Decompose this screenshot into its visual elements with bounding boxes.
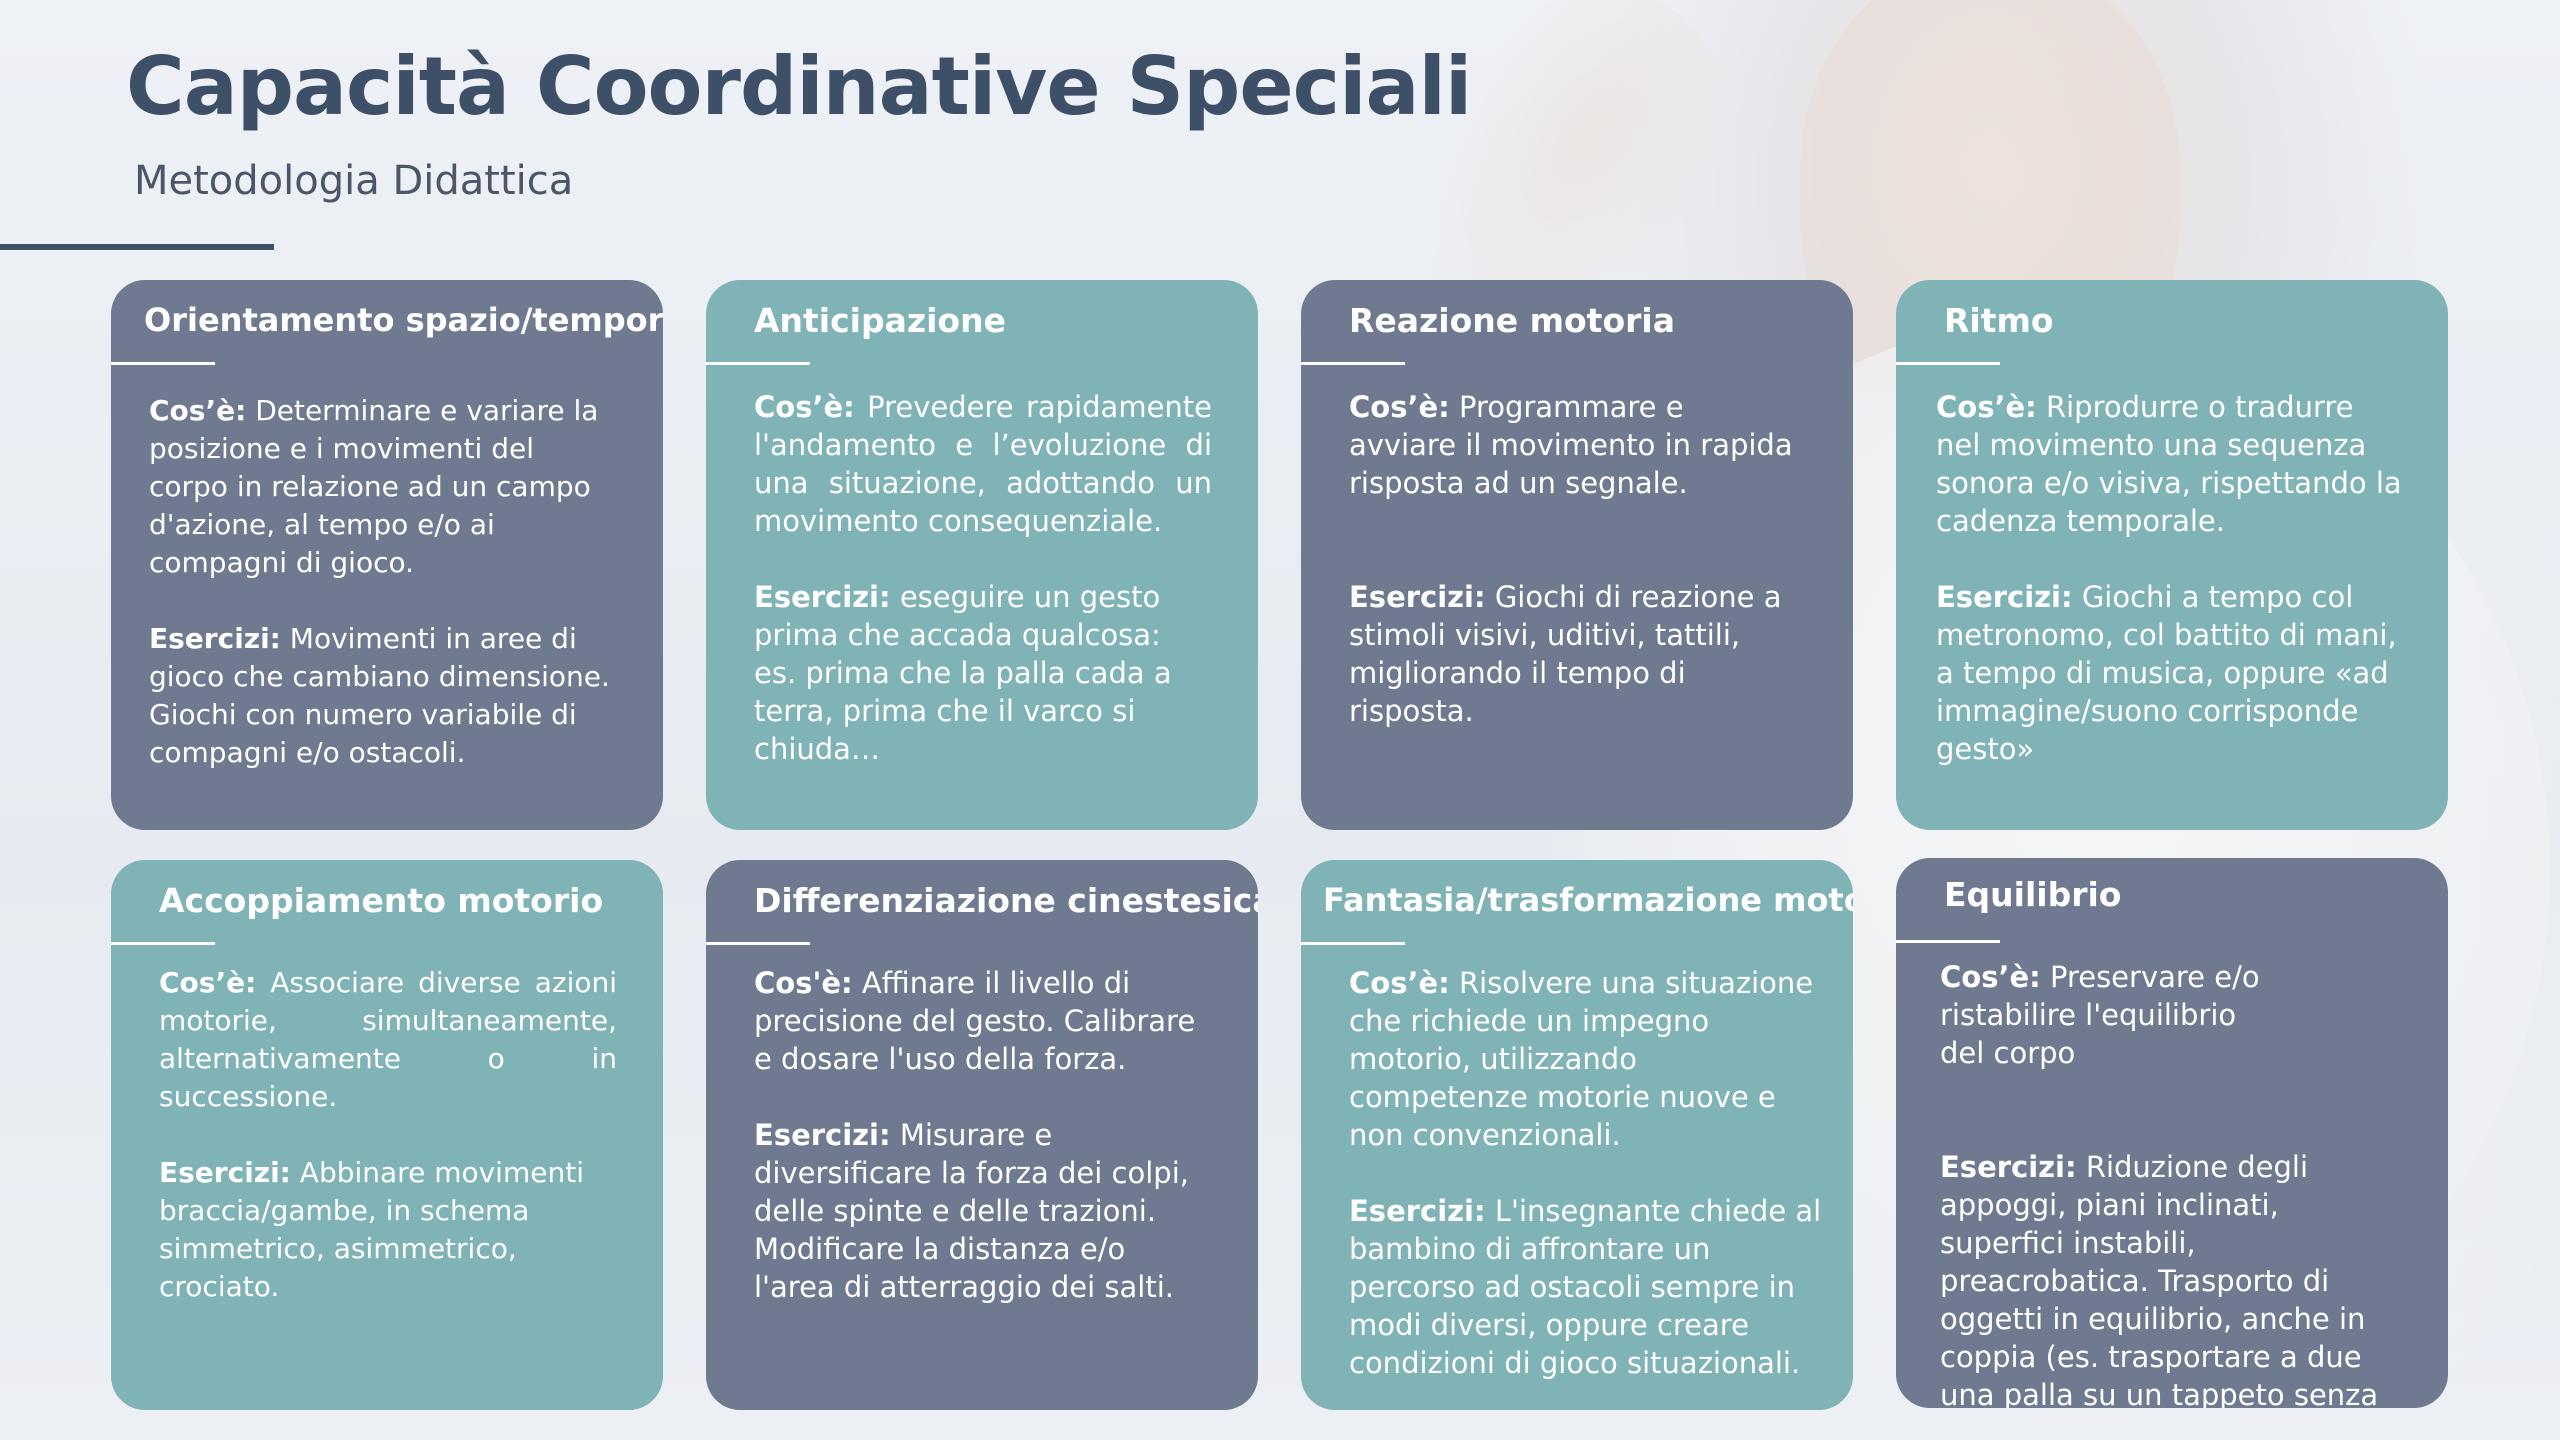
esercizi-text-2: Giochi con numero variabile di compagni … — [149, 698, 577, 769]
cos-label: Cos’è: — [149, 394, 247, 427]
cos-text: Preservare e/o ristabilire l'equilibrio … — [1940, 960, 2260, 1070]
card-title-rule — [1301, 942, 1405, 945]
card-title: Orientamento spazio/temporale — [144, 301, 663, 339]
card-esercizi-paragraph: Esercizi: L'insegnante chiede al bambino… — [1349, 1192, 1823, 1382]
cos-text: Programmare e avviare il movimento in ra… — [1349, 390, 1793, 500]
cos-label: Cos’è: — [1936, 390, 2037, 424]
esercizi-label: Esercizi: — [1349, 1194, 1486, 1228]
card-title-rule — [706, 942, 810, 945]
esercizi-label: Esercizi: — [1349, 580, 1486, 614]
cos-label: Cos’è: — [754, 390, 855, 424]
card-title-rule — [111, 362, 215, 365]
card-title: Reazione motoria — [1349, 301, 1675, 340]
card-anticipazione: Anticipazione Cos’è: Prevedere rapidamen… — [706, 280, 1258, 830]
card-equilibrio: Equilibrio Cos’è: Preservare e/o ristabi… — [1896, 858, 2448, 1408]
esercizi-text: Riduzione degli appoggi, piani inclinati… — [1940, 1150, 2379, 1408]
card-esercizi-paragraph: Esercizi: Abbinare movimenti braccia/gam… — [159, 1154, 617, 1306]
cos-label: Cos’è: — [1940, 960, 2041, 994]
card-esercizi-paragraph: Esercizi: eseguire un gesto prima che ac… — [754, 578, 1212, 768]
card-body: Cos'è: Affinare il livello di precisione… — [754, 964, 1206, 1306]
card-title: Accoppiamento motorio — [159, 881, 604, 920]
card-orientamento: Orientamento spazio/temporale Cos’è: Det… — [111, 280, 663, 830]
card-title-rule — [706, 362, 810, 365]
card-esercizi-paragraph: Esercizi: Misurare e diversificare la fo… — [754, 1116, 1206, 1306]
card-body: Cos’è: Determinare e variare la posizion… — [149, 392, 617, 772]
esercizi-label: Esercizi: — [754, 1118, 891, 1152]
card-title-rule — [1896, 362, 2000, 365]
esercizi-text: Misurare e diversificare la forza dei co… — [754, 1118, 1189, 1304]
card-title-rule — [111, 942, 215, 945]
card-cos-paragraph: Cos'è: Affinare il livello di precisione… — [754, 964, 1206, 1078]
card-body: Cos’è: Risolvere una situazione che rich… — [1349, 964, 1823, 1382]
card-reazione: Reazione motoria Cos’è: Programmare e av… — [1301, 280, 1853, 830]
card-differenziazione: Differenziazione cinestesica Cos'è: Affi… — [706, 860, 1258, 1410]
card-body: Cos’è: Prevedere rapidamente l'andamento… — [754, 388, 1212, 768]
card-ritmo: Ritmo Cos’è: Riprodurre o tradurre nel m… — [1896, 280, 2448, 830]
cos-label: Cos'è: — [754, 966, 853, 1000]
card-title-rule — [1896, 940, 2000, 943]
esercizi-label: Esercizi: — [754, 580, 891, 614]
cos-label: Cos’è: — [1349, 390, 1450, 424]
cos-label: Cos’è: — [159, 966, 257, 999]
card-title: Differenziazione cinestesica — [754, 881, 1258, 920]
page-subtitle: Metodologia Didattica — [134, 158, 574, 204]
cos-text: Affinare il livello di precisione del ge… — [754, 966, 1196, 1076]
esercizi-label: Esercizi: — [1936, 580, 2073, 614]
card-title: Fantasia/trasformazione motoria — [1323, 881, 1853, 919]
esercizi-text: Movimenti in aree di gioco che cambiano … — [149, 622, 610, 693]
card-accoppiamento: Accoppiamento motorio Cos’è: Associare d… — [111, 860, 663, 1410]
card-cos-paragraph: Cos’è: Determinare e variare la posizion… — [149, 392, 617, 582]
card-body: Cos’è: Riprodurre o tradurre nel movimen… — [1936, 388, 2402, 768]
esercizi-text: Abbinare movimenti braccia/gambe, in sch… — [159, 1156, 584, 1303]
card-title: Equilibrio — [1944, 875, 2122, 914]
page-title: Capacità Coordinative Speciali — [126, 40, 1472, 133]
cos-label: Cos’è: — [1349, 966, 1450, 1000]
cos-text: Associare diverse azioni motorie, simult… — [159, 966, 618, 1113]
card-body: Cos’è: Programmare e avviare il moviment… — [1349, 388, 1793, 730]
card-esercizi-paragraph: Esercizi: Giochi a tempo col metronomo, … — [1936, 578, 2402, 768]
esercizi-text: Giochi a tempo col metronomo, col battit… — [1936, 580, 2397, 766]
esercizi-label: Esercizi: — [159, 1156, 291, 1189]
card-esercizi-paragraph: Esercizi: Movimenti in aree di gioco che… — [149, 620, 617, 772]
cos-text: Riprodurre o tradurre nel movimento una … — [1936, 390, 2402, 538]
card-esercizi-paragraph: Esercizi: Giochi di reazione a stimoli v… — [1349, 578, 1793, 730]
esercizi-label: Esercizi: — [1940, 1150, 2077, 1184]
card-cos-paragraph: Cos’è: Riprodurre o tradurre nel movimen… — [1936, 388, 2402, 540]
card-cos-paragraph: Cos’è: Associare diverse azioni motorie,… — [159, 964, 617, 1116]
card-cos-paragraph: Cos’è: Programmare e avviare il moviment… — [1349, 388, 1793, 502]
cos-text: Determinare e variare la posizione e i m… — [149, 394, 599, 579]
cos-text: Risolvere una situazione che richiede un… — [1349, 966, 1814, 1152]
card-fantasia: Fantasia/trasformazione motoria Cos’è: R… — [1301, 860, 1853, 1410]
card-title: Anticipazione — [754, 301, 1006, 340]
card-title-rule — [1301, 362, 1405, 365]
cos-text: Prevedere rapidamente l'andamento e l’ev… — [754, 390, 1213, 538]
card-cos-paragraph: Cos’è: Risolvere una situazione che rich… — [1349, 964, 1823, 1154]
esercizi-label: Esercizi: — [149, 622, 281, 655]
title-underline — [0, 244, 274, 250]
esercizi-text: Giochi di reazione a stimoli visivi, udi… — [1349, 580, 1782, 728]
card-body: Cos’è: Associare diverse azioni motorie,… — [159, 964, 617, 1306]
card-esercizi-paragraph: Esercizi: Riduzione degli appoggi, piani… — [1940, 1148, 2408, 1408]
card-title: Ritmo — [1944, 301, 2054, 340]
esercizi-text: L'insegnante chiede al bambino di affron… — [1349, 1194, 1822, 1380]
card-cos-paragraph: Cos’è: Prevedere rapidamente l'andamento… — [754, 388, 1212, 540]
card-cos-paragraph: Cos’è: Preservare e/o ristabilire l'equi… — [1940, 958, 2280, 1072]
card-body: Cos’è: Preservare e/o ristabilire l'equi… — [1940, 958, 2408, 1408]
esercizi-text: eseguire un gesto prima che accada qualc… — [754, 580, 1172, 766]
